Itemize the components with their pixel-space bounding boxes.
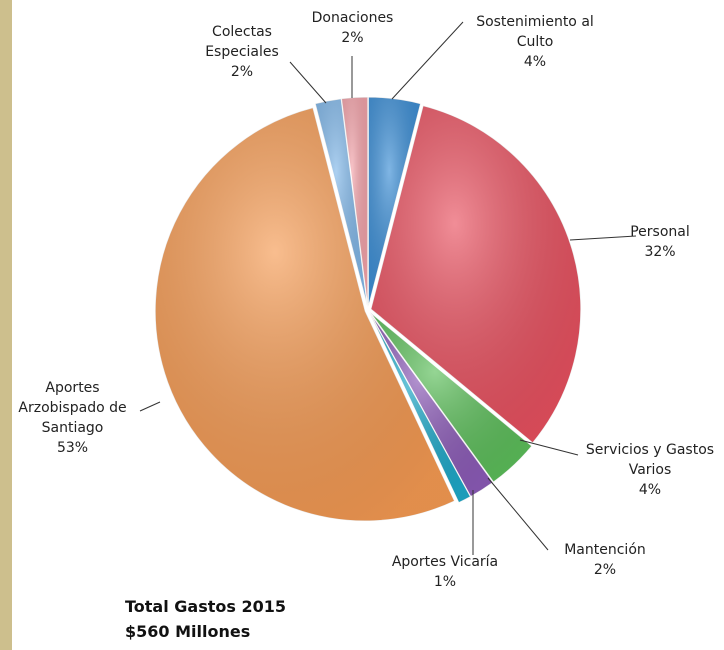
slice-name: Servicios y Gastos Varios	[585, 442, 715, 478]
slice-shade	[370, 105, 581, 443]
leader-line	[569, 235, 637, 241]
slice-value: 32%	[644, 244, 676, 260]
slice-value: 2%	[230, 64, 254, 80]
slice-label: Aportes Vicaría 1%	[375, 552, 515, 592]
slice-shade	[369, 312, 494, 497]
slice-shade	[341, 97, 368, 308]
slice-label: Donaciones 2%	[305, 8, 400, 48]
slice-value: 1%	[433, 574, 457, 590]
annotation: Total Gastos 2015	[125, 597, 286, 616]
annotation: $560 Millones	[125, 622, 251, 641]
slice-label: Aportes Arzobispado de Santiago 53%	[10, 378, 135, 458]
slice-shade	[315, 98, 368, 308]
slice-shade	[155, 107, 455, 522]
leader-line	[139, 401, 161, 412]
leader-line	[487, 477, 549, 551]
slice-shade	[369, 312, 471, 503]
slice-value: 4%	[523, 54, 547, 70]
slice-value: 4%	[638, 482, 662, 498]
slice-name: Mantención	[564, 542, 646, 558]
slice-name: Colectas Especiales	[205, 24, 279, 60]
slice-value: 2%	[593, 562, 617, 578]
slice-label: Colectas Especiales 2%	[197, 22, 287, 82]
slice-name: Donaciones	[311, 10, 394, 26]
slice-shade	[368, 97, 421, 308]
slice-label: Mantención 2%	[555, 540, 655, 580]
slice-label: Servicios y Gastos Varios 4%	[570, 440, 724, 500]
slice-name: Aportes Vicaría	[391, 554, 499, 570]
slice-name: Sostenimiento al Culto	[476, 14, 594, 50]
slice-label: Sostenimiento al Culto 4%	[470, 12, 600, 72]
slice-shade	[370, 312, 532, 483]
slice-name: Aportes Arzobispado de Santiago	[18, 380, 127, 436]
leader-line	[519, 439, 579, 456]
side-strip	[0, 0, 12, 650]
leader-line	[289, 61, 327, 104]
slice-value: 53%	[56, 440, 89, 456]
leader-line	[391, 21, 464, 100]
slice-name: Personal	[630, 224, 690, 240]
slice-value: 2%	[341, 30, 364, 46]
slice-label: Personal 32%	[625, 222, 695, 262]
